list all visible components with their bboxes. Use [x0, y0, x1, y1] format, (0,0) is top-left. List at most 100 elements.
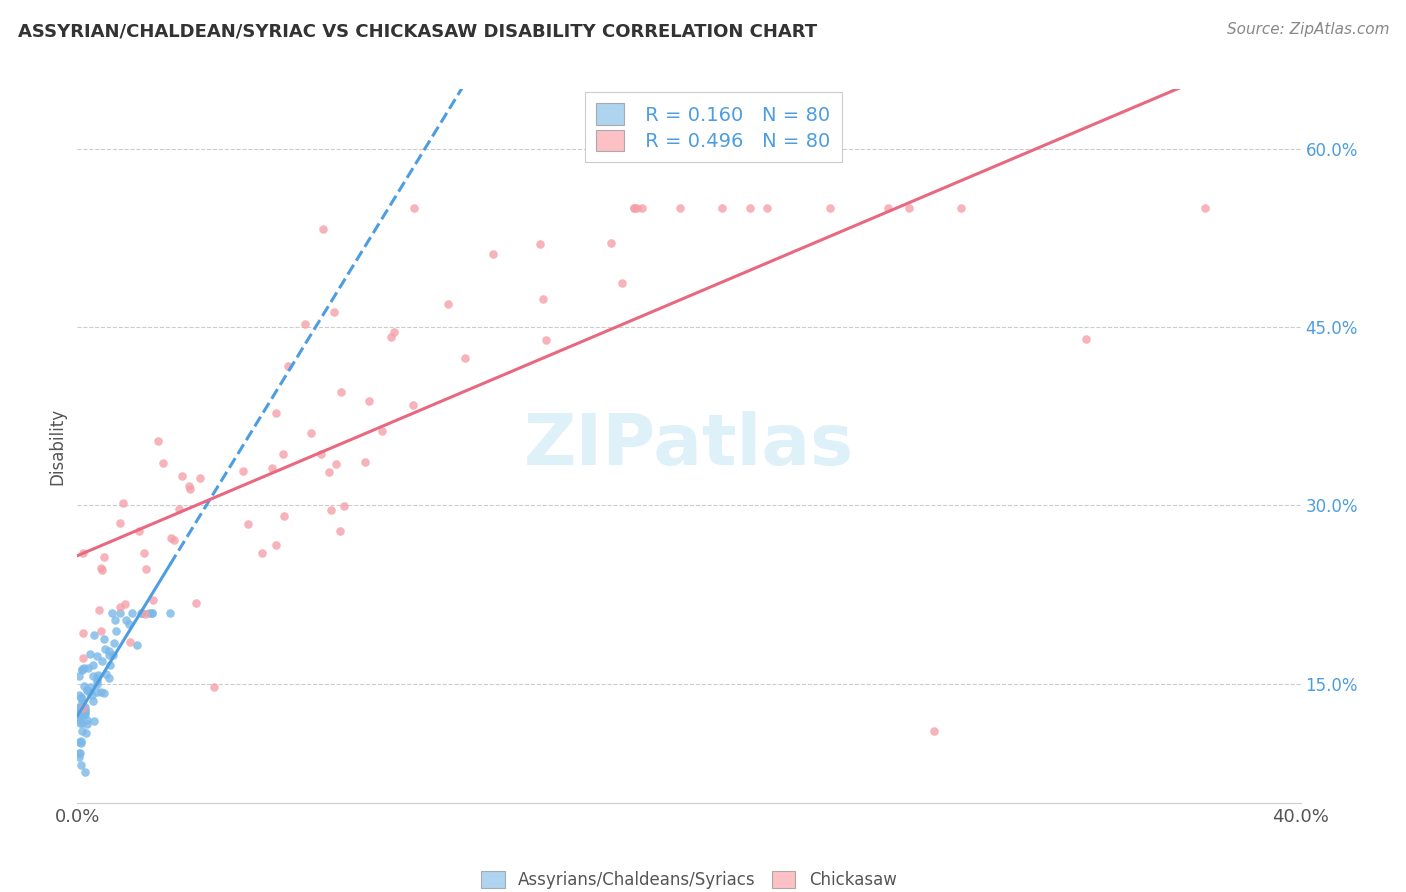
Point — [91, 563, 114, 577]
Point — [129, 606, 152, 620]
Point — [266, 538, 288, 552]
Point — [623, 201, 645, 215]
Point — [86, 673, 108, 688]
Point — [402, 397, 425, 411]
Point — [72, 650, 94, 665]
Point — [114, 597, 136, 611]
Point — [101, 606, 124, 620]
Point — [138, 606, 160, 620]
Point — [67, 688, 90, 702]
Point — [97, 671, 120, 685]
Point — [70, 736, 93, 750]
Point — [80, 689, 103, 703]
Point — [67, 700, 90, 714]
Point — [79, 647, 101, 661]
Point — [186, 596, 208, 610]
Point — [70, 695, 93, 709]
Point — [250, 546, 273, 560]
Point — [98, 648, 121, 663]
Point — [69, 715, 91, 730]
Point — [382, 326, 405, 340]
Point — [76, 682, 98, 697]
Point — [87, 602, 110, 616]
Point — [69, 757, 91, 772]
Point — [294, 317, 316, 331]
Point — [167, 501, 190, 516]
Point — [135, 562, 157, 576]
Point — [67, 750, 90, 764]
Point — [318, 465, 340, 479]
Point — [82, 669, 104, 683]
Point — [91, 654, 114, 668]
Point — [67, 700, 90, 714]
Point — [79, 680, 101, 694]
Point — [69, 746, 91, 760]
Point — [86, 671, 108, 685]
Point — [94, 666, 117, 681]
Point — [111, 495, 134, 509]
Point — [950, 201, 973, 215]
Point — [72, 662, 94, 676]
Point — [131, 606, 153, 620]
Point — [69, 690, 91, 705]
Point — [271, 447, 294, 461]
Point — [104, 624, 127, 638]
Point — [73, 708, 96, 723]
Point — [179, 479, 201, 493]
Point — [98, 644, 121, 658]
Point — [277, 359, 299, 373]
Point — [354, 455, 377, 469]
Point — [93, 632, 115, 646]
Point — [114, 613, 136, 627]
Point — [159, 606, 181, 620]
Point — [141, 606, 163, 620]
Point — [142, 593, 165, 607]
Legend: Assyrians/Chaldeans/Syriacs, Chickasaw: Assyrians/Chaldeans/Syriacs, Chickasaw — [474, 864, 904, 892]
Point — [371, 424, 394, 438]
Point — [83, 628, 105, 642]
Point — [70, 723, 93, 738]
Point — [152, 457, 174, 471]
Point — [98, 657, 121, 672]
Point — [132, 546, 155, 560]
Point — [75, 706, 97, 721]
Point — [357, 394, 380, 409]
Point — [1194, 201, 1216, 215]
Point — [70, 715, 93, 730]
Point — [101, 648, 124, 662]
Point — [104, 614, 127, 628]
Text: Source: ZipAtlas.com: Source: ZipAtlas.com — [1226, 22, 1389, 37]
Point — [325, 457, 347, 471]
Point — [454, 351, 477, 365]
Point — [67, 735, 90, 749]
Point — [67, 706, 90, 721]
Point — [93, 686, 115, 700]
Point — [86, 648, 108, 663]
Point — [333, 499, 356, 513]
Point — [90, 685, 112, 699]
Point — [202, 680, 225, 694]
Point — [75, 725, 97, 739]
Point — [73, 661, 96, 675]
Point — [162, 533, 184, 548]
Point — [110, 606, 132, 620]
Text: ASSYRIAN/CHALDEAN/SYRIAC VS CHICKASAW DISABILITY CORRELATION CHART: ASSYRIAN/CHALDEAN/SYRIAC VS CHICKASAW DI… — [18, 22, 817, 40]
Point — [70, 734, 93, 748]
Point — [134, 607, 156, 621]
Point — [75, 764, 97, 779]
Point — [536, 333, 558, 347]
Point — [69, 706, 91, 721]
Point — [436, 297, 458, 311]
Point — [610, 276, 633, 290]
Point — [72, 701, 94, 715]
Point — [922, 724, 945, 739]
Y-axis label: Disability: Disability — [48, 408, 66, 484]
Point — [72, 546, 94, 560]
Point — [319, 503, 342, 517]
Point — [669, 201, 692, 215]
Point — [76, 716, 98, 731]
Point — [898, 201, 921, 215]
Point — [67, 714, 90, 728]
Point — [121, 606, 143, 620]
Point — [79, 685, 101, 699]
